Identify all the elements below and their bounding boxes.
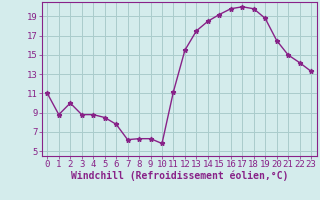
X-axis label: Windchill (Refroidissement éolien,°C): Windchill (Refroidissement éolien,°C) (70, 171, 288, 181)
